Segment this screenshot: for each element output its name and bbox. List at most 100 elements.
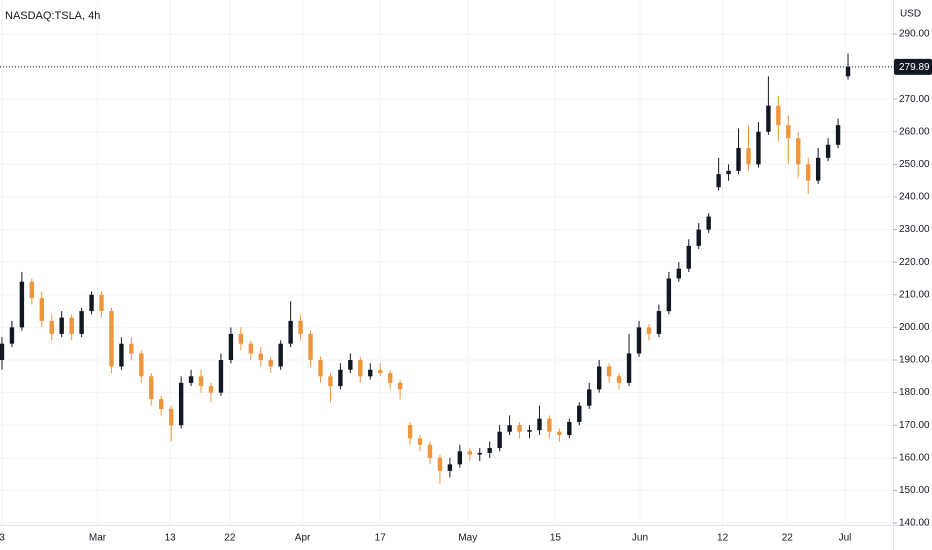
candle-body [517, 425, 522, 432]
candle-body [835, 125, 841, 145]
candle-body [596, 366, 602, 390]
candle-body [397, 382, 403, 390]
candle-body [208, 386, 214, 393]
candle-body [427, 444, 433, 458]
y-tick-label: 200.00 [899, 322, 930, 333]
candle-body [587, 389, 592, 406]
candle-body [228, 333, 234, 360]
candle-body [796, 138, 801, 165]
y-tick-label: 190.00 [899, 355, 930, 366]
candle-body [756, 131, 761, 165]
candle-body [258, 353, 263, 360]
candle-body [686, 245, 691, 269]
candle-body [696, 229, 701, 246]
x-tick-label: 3 [0, 533, 5, 544]
candle-body [636, 327, 642, 354]
candle-body [89, 294, 94, 312]
candle-body [447, 464, 453, 471]
candle-body [766, 105, 771, 132]
y-tick-label: 290.00 [899, 29, 930, 40]
x-tick-label: Jun [632, 533, 648, 544]
candle-body [338, 369, 343, 387]
x-tick-label: 17 [375, 533, 387, 544]
candle-body [616, 376, 622, 383]
candle-body [149, 376, 154, 400]
candle-body [825, 144, 831, 158]
candle-body [626, 353, 632, 383]
candle-body [59, 317, 64, 334]
candle-body [646, 327, 652, 334]
candle-body [159, 399, 164, 409]
candle-body [547, 418, 552, 432]
candle-body [308, 333, 313, 360]
candle-body [198, 376, 204, 387]
y-tick-label: 260.00 [899, 126, 930, 137]
candle-body [328, 376, 333, 387]
candle-body [368, 369, 373, 377]
candle-body [178, 382, 184, 426]
candle-body [248, 343, 254, 354]
candle-body [786, 125, 791, 139]
candle-body [298, 320, 303, 334]
candle-body [736, 148, 741, 171]
candle-body [278, 343, 283, 367]
candle-body [726, 170, 731, 175]
candle-body [218, 360, 224, 393]
y-tick-label: 170.00 [899, 420, 930, 431]
candle-body [746, 148, 751, 165]
candle-body [129, 343, 134, 354]
candle-body [527, 430, 532, 432]
candle-body [9, 327, 15, 344]
candle-body [776, 105, 781, 126]
candle-body [537, 418, 542, 431]
candle-body [577, 405, 582, 422]
y-tick-label: 150.00 [899, 485, 930, 496]
candle-body [39, 298, 44, 321]
candle-body [676, 268, 682, 279]
candle-body [487, 448, 492, 453]
last-price-label: 279.89 [899, 62, 930, 73]
candle-body [557, 431, 562, 435]
candle-body [168, 408, 174, 426]
x-tick-label: Mar [89, 533, 107, 544]
candle-body [387, 373, 393, 383]
candle-body [706, 216, 711, 230]
x-tick-label: May [458, 533, 477, 544]
candle-body [109, 311, 114, 367]
candle-body [417, 438, 423, 445]
y-tick-label: 230.00 [899, 224, 930, 235]
candle-body [497, 431, 502, 449]
y-tick-label: 220.00 [899, 257, 930, 268]
candle-body [69, 317, 74, 334]
candle-body [716, 174, 721, 188]
candle-body [238, 333, 244, 344]
candle-body [845, 66, 851, 77]
candle-body [407, 425, 413, 439]
candle-body [49, 320, 54, 334]
candle-body [467, 451, 472, 455]
candle-body [666, 278, 672, 312]
candle-body [378, 369, 383, 374]
y-tick-label: 270.00 [899, 94, 930, 105]
candle-body [457, 451, 463, 465]
candle-body [606, 366, 612, 377]
candle-body [358, 360, 363, 377]
candle-body [268, 360, 273, 367]
x-tick-label: 15 [550, 533, 562, 544]
candle-body [318, 360, 323, 377]
symbol-title: NASDAQ:TSLA, 4h [5, 10, 100, 22]
candle-body [348, 360, 353, 370]
candle-body [815, 157, 821, 181]
candle-body [806, 164, 811, 181]
candle-body [507, 425, 512, 432]
x-tick-label: 12 [717, 533, 729, 544]
y-tick-label: 160.00 [899, 452, 930, 463]
candle-body [0, 343, 5, 360]
candle-body [437, 457, 443, 471]
candle-body [188, 376, 194, 383]
y-tick-label: 180.00 [899, 387, 930, 398]
y-tick-label: 240.00 [899, 192, 930, 203]
currency-label: USD [900, 9, 921, 20]
